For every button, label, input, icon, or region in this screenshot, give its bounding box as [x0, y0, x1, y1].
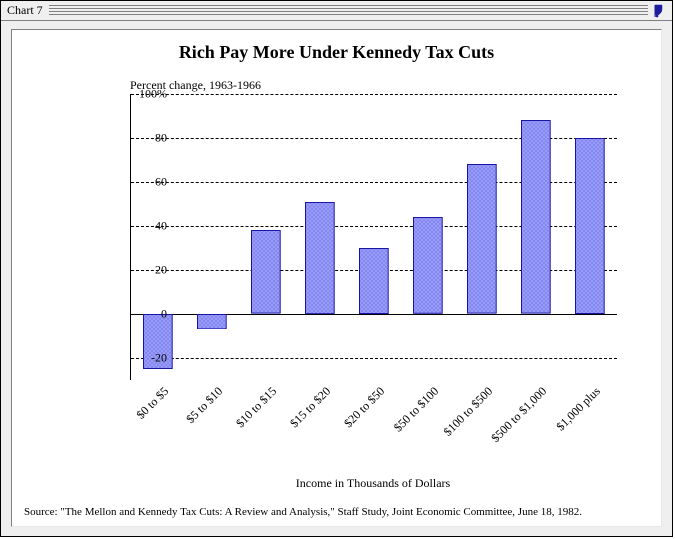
bar	[197, 314, 227, 329]
y-tick-label: 60	[127, 175, 167, 190]
bar	[413, 217, 443, 314]
bell-icon	[652, 3, 668, 19]
y-tick-label: -20	[127, 351, 167, 366]
chart-title: Rich Pay More Under Kennedy Tax Cuts	[12, 42, 661, 63]
x-tick-label: $5 to $10	[183, 384, 226, 427]
y-tick-label: 100%	[127, 87, 167, 102]
window-title: Chart 7	[1, 3, 49, 18]
x-tick-label: $0 to $5	[133, 384, 171, 422]
x-tick-label: $100 to $500	[440, 384, 495, 439]
x-tick-label: $15 to $20	[287, 384, 334, 431]
x-axis-labels: $0 to $5 $5 to $10$10 to $15$15 to $20$20…	[130, 384, 616, 470]
x-tick-label: $1,000 plus	[553, 384, 603, 434]
gridline	[131, 94, 617, 95]
x-tick-label: $10 to $15	[233, 384, 280, 431]
y-tick-label: 0	[127, 307, 167, 322]
x-tick-label: $50 to $100	[390, 384, 441, 435]
y-tick-label: 80	[127, 131, 167, 146]
chart-window: Chart 7 Rich Pay More Under Kennedy Tax …	[0, 0, 673, 537]
bar	[467, 164, 497, 314]
titlebar-decoration	[49, 5, 648, 17]
bar	[305, 202, 335, 314]
y-tick-label: 20	[127, 263, 167, 278]
bar	[359, 248, 389, 314]
source-text: Source: "The Mellon and Kennedy Tax Cuts…	[24, 506, 654, 518]
plot-area	[130, 94, 617, 380]
x-axis-title: Income in Thousands of Dollars	[130, 476, 616, 491]
x-tick-label: $500 to $1,000	[488, 384, 550, 446]
chart-frame: Rich Pay More Under Kennedy Tax Cuts Per…	[11, 29, 662, 527]
x-tick-label: $20 to $50	[341, 384, 388, 431]
bar	[251, 230, 281, 314]
y-tick-label: 40	[127, 219, 167, 234]
gridline	[131, 358, 617, 359]
titlebar: Chart 7	[1, 1, 672, 21]
bar	[521, 120, 551, 314]
bar	[575, 138, 605, 314]
